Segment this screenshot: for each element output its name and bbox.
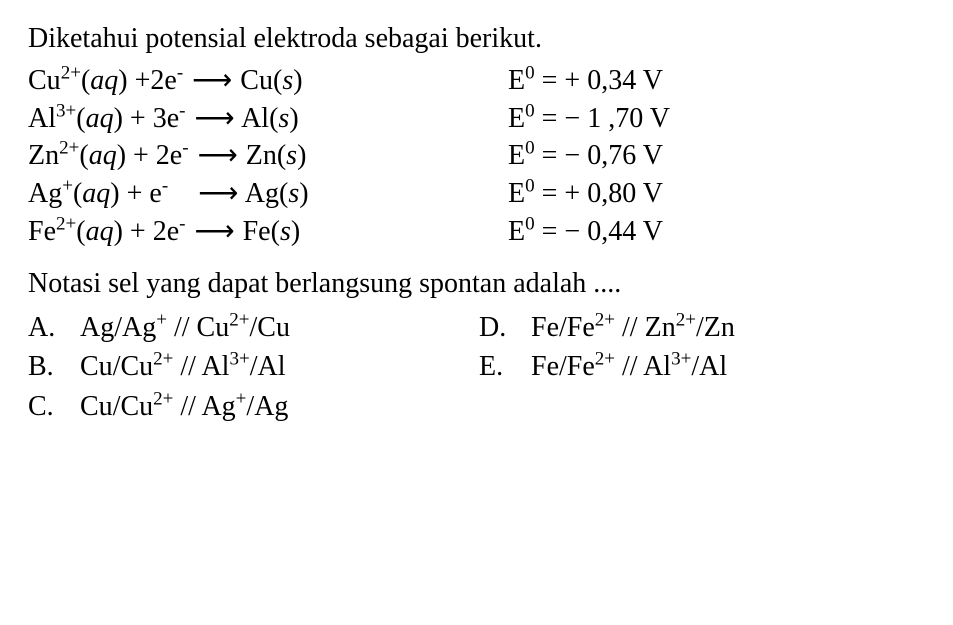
option-letter: A. xyxy=(28,309,80,347)
equation-right: E0 = + 0,80 V xyxy=(508,175,670,213)
ion-charge: 2+ xyxy=(61,62,81,83)
e0-sup: 0 xyxy=(525,214,535,235)
e0-value: = − 1 ,70 V xyxy=(542,103,670,134)
equation-row: Al3+(aq) + 3e- ⟶ Al(s) E0 = − 1 ,70 V xyxy=(28,100,670,138)
product: Cu xyxy=(240,65,273,96)
intro-text: Diketahui potensial elektroda sebagai be… xyxy=(28,20,925,58)
arrow-icon: ⟶ xyxy=(194,213,233,251)
phase: (aq) xyxy=(76,103,130,134)
e0-label: E xyxy=(508,65,525,96)
equations-block: Cu2+(aq) +2e- ⟶ Cu(s) E0 = + 0,34 V Al3+… xyxy=(28,62,670,251)
e0-label: E xyxy=(508,178,525,209)
e0-sup: 0 xyxy=(525,176,535,197)
electron-term: + e- xyxy=(127,178,190,209)
phase: (s) xyxy=(273,65,303,96)
option-content: Cu/Cu2+ // Ag+/Ag xyxy=(80,388,288,426)
ion-charge: 3+ xyxy=(56,100,76,121)
e0-sup: 0 xyxy=(525,100,535,121)
e0-value: = + 0,34 V xyxy=(542,65,663,96)
ion: Zn xyxy=(28,140,59,171)
phase: (s) xyxy=(279,178,309,209)
equation-left: Zn2+(aq) + 2e- ⟶ Zn(s) xyxy=(28,137,508,175)
phase: (s) xyxy=(271,216,301,247)
e0-value: = + 0,80 V xyxy=(542,178,663,209)
option-letter: C. xyxy=(28,388,80,426)
question-text: Notasi sel yang dapat berlangsung sponta… xyxy=(28,265,925,303)
electron-term: + 3e- xyxy=(130,103,186,134)
e0-value: = − 0,44 V xyxy=(542,216,663,247)
equation-left: Ag+(aq) + e- ⟶ Ag(s) xyxy=(28,175,508,213)
equation-row: Zn2+(aq) + 2e- ⟶ Zn(s) E0 = − 0,76 V xyxy=(28,137,670,175)
product: Al xyxy=(241,103,269,134)
option-b: B. Cu/Cu2+ // Al3+/Al xyxy=(28,348,474,386)
option-d: D. Fe/Fe2+ // Zn2+/Zn xyxy=(479,309,925,347)
equation-left: Al3+(aq) + 3e- ⟶ Al(s) xyxy=(28,100,508,138)
option-letter: B. xyxy=(28,348,80,386)
equation-right: E0 = + 0,34 V xyxy=(508,62,670,100)
phase: (aq) xyxy=(81,65,135,96)
phase: (s) xyxy=(269,103,299,134)
electron-term: + 2e- xyxy=(130,216,186,247)
option-c: C. Cu/Cu2+ // Ag+/Ag xyxy=(28,388,474,426)
product: Zn xyxy=(246,140,277,171)
phase: (aq) xyxy=(73,178,127,209)
option-content: Fe/Fe2+ // Zn2+/Zn xyxy=(531,309,735,347)
equation-row: Ag+(aq) + e- ⟶ Ag(s) E0 = + 0,80 V xyxy=(28,175,670,213)
ion: Al xyxy=(28,103,56,134)
equation-right: E0 = − 0,44 V xyxy=(508,213,670,251)
equation-row: Cu2+(aq) +2e- ⟶ Cu(s) E0 = + 0,34 V xyxy=(28,62,670,100)
product: Fe xyxy=(243,216,271,247)
electron-term: +2e- xyxy=(135,65,184,96)
equation-right: E0 = − 0,76 V xyxy=(508,137,670,175)
equation-row: Fe2+(aq) + 2e- ⟶ Fe(s) E0 = − 0,44 V xyxy=(28,213,670,251)
ion: Fe xyxy=(28,216,56,247)
option-content: Ag/Ag+ // Cu2+/Cu xyxy=(80,309,290,347)
option-content: Fe/Fe2+ // Al3+/Al xyxy=(531,348,727,386)
equation-right: E0 = − 1 ,70 V xyxy=(508,100,670,138)
arrow-icon: ⟶ xyxy=(198,137,237,175)
e0-sup: 0 xyxy=(525,138,535,159)
e0-label: E xyxy=(508,103,525,134)
arrow-icon: ⟶ xyxy=(198,175,237,213)
ion-charge: 2+ xyxy=(56,214,76,235)
arrow-icon: ⟶ xyxy=(192,62,231,100)
option-content: Cu/Cu2+ // Al3+/Al xyxy=(80,348,285,386)
e0-sup: 0 xyxy=(525,62,535,83)
electron-term: + 2e- xyxy=(133,140,189,171)
product: Ag xyxy=(245,178,279,209)
equation-left: Fe2+(aq) + 2e- ⟶ Fe(s) xyxy=(28,213,508,251)
phase: (s) xyxy=(277,140,307,171)
options-grid: A. Ag/Ag+ // Cu2+/Cu D. Fe/Fe2+ // Zn2+/… xyxy=(28,309,925,428)
e0-label: E xyxy=(508,216,525,247)
equation-left: Cu2+(aq) +2e- ⟶ Cu(s) xyxy=(28,62,508,100)
option-a: A. Ag/Ag+ // Cu2+/Cu xyxy=(28,309,474,347)
ion: Ag xyxy=(28,178,62,209)
option-letter: D. xyxy=(479,309,531,347)
ion-charge: 2+ xyxy=(59,138,79,159)
ion: Cu xyxy=(28,65,61,96)
e0-value: = − 0,76 V xyxy=(542,140,663,171)
ion-charge: + xyxy=(62,176,73,197)
arrow-icon: ⟶ xyxy=(194,100,233,138)
phase: (aq) xyxy=(76,216,130,247)
option-letter: E. xyxy=(479,348,531,386)
e0-label: E xyxy=(508,140,525,171)
phase: (aq) xyxy=(79,140,133,171)
option-e: E. Fe/Fe2+ // Al3+/Al xyxy=(479,348,925,386)
